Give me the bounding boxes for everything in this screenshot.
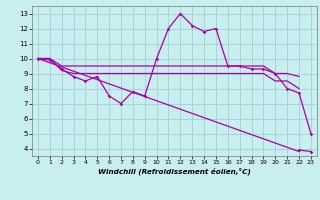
X-axis label: Windchill (Refroidissement éolien,°C): Windchill (Refroidissement éolien,°C) xyxy=(98,168,251,175)
